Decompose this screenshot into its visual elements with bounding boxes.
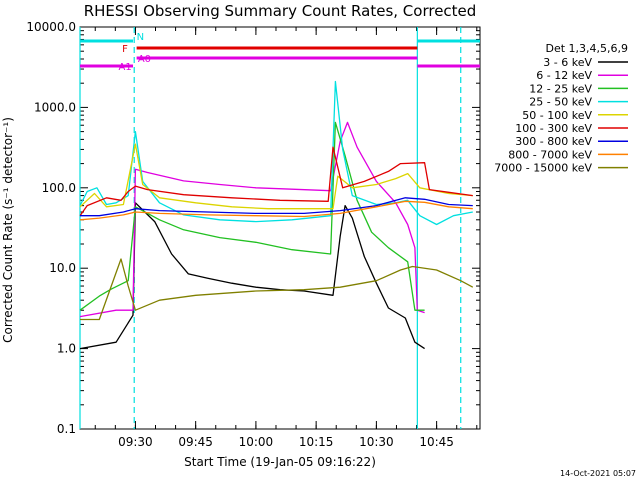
- chart-title: RHESSI Observing Summary Count Rates, Co…: [84, 2, 477, 20]
- y-tick-label: 10000.0: [26, 20, 76, 34]
- x-tick-label: 10:00: [239, 435, 274, 449]
- attenuator-marker: [300, 56, 304, 60]
- series-line: [80, 258, 474, 321]
- timestamp-label: 14-Oct-2021 05:07: [560, 469, 636, 478]
- legend-label: 7000 - 15000 keV: [494, 162, 592, 175]
- plot-frame: [79, 26, 481, 430]
- series-line: [79, 121, 425, 311]
- y-tick-label: 100.0: [42, 181, 76, 195]
- attenuator-marker: [317, 56, 321, 60]
- x-tick-label: 09:30: [118, 435, 153, 449]
- legend-label: 6 - 12 keV: [536, 69, 592, 82]
- legend-label: 3 - 6 keV: [543, 56, 592, 69]
- x-tick-label: 10:45: [419, 435, 454, 449]
- plot-area: 10000.0 1000.0 100.0 10.0 1.0 0.1 09:30 09:45 10…: [26, 20, 481, 449]
- y-tick-label: 1000.0: [34, 100, 76, 114]
- legend-label: 300 - 800 keV: [515, 135, 592, 148]
- attenuator-marker: [391, 56, 395, 60]
- status-bar-label: A1: [119, 62, 132, 73]
- attenuator-marker: [194, 56, 198, 60]
- series-line: [79, 80, 473, 226]
- series-line: [79, 202, 425, 350]
- legend-label: 800 - 7000 keV: [508, 148, 592, 161]
- legend-title: Det 1,3,4,5,6,9: [545, 42, 628, 55]
- y-axis-label: Corrected Count Rate (s⁻¹ detector⁻¹): [1, 117, 15, 343]
- legend-label: 25 - 50 keV: [529, 96, 592, 109]
- series-line: [79, 121, 425, 318]
- y-tick-label: 10.0: [49, 261, 76, 275]
- y-tick-label: 0.1: [57, 422, 76, 436]
- y-tick-label: 1.0: [57, 342, 76, 356]
- status-bar-label: N: [137, 32, 144, 43]
- legend-label: 100 - 300 keV: [515, 122, 592, 135]
- legend-label: 12 - 25 keV: [529, 82, 592, 95]
- x-axis-label: Start Time (19-Jan-05 09:16:22): [184, 455, 376, 469]
- status-bar-label: A0: [138, 54, 151, 65]
- x-tick-label: 10:15: [299, 435, 334, 449]
- series-line: [80, 197, 473, 217]
- legend-label: 50 - 100 keV: [522, 109, 592, 122]
- x-tick-label: 09:45: [178, 435, 213, 449]
- series-line: [79, 200, 473, 221]
- attenuator-marker: [285, 56, 289, 60]
- x-tick-label: 10:30: [359, 435, 394, 449]
- status-bar-label: F: [122, 44, 128, 55]
- series-line: [79, 146, 473, 217]
